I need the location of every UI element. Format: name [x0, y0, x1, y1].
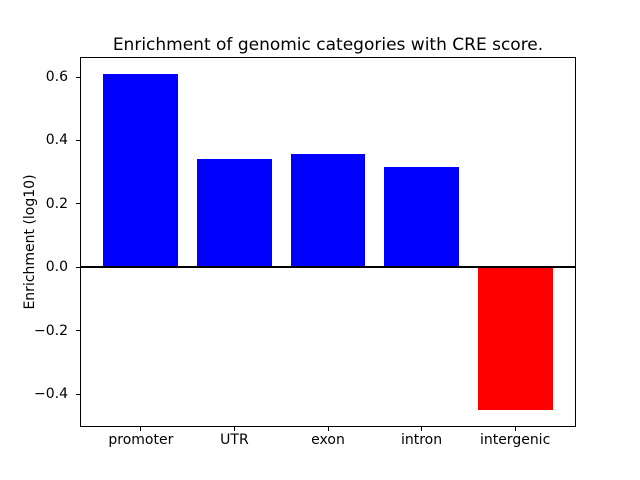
- bar-UTR: [197, 158, 272, 268]
- x-tick: [233, 427, 235, 431]
- x-tick-label-intergenic: intergenic: [479, 432, 551, 448]
- x-tick: [327, 427, 329, 431]
- x-tick-label-exon: exon: [311, 432, 345, 448]
- bar-intergenic: [477, 267, 553, 411]
- bar-intron: [384, 167, 459, 268]
- bar-exon: [290, 154, 366, 268]
- x-tick: [421, 427, 423, 431]
- chart-title: Enrichment of genomic categories with CR…: [112, 35, 544, 55]
- y-tick-label: 0.0: [45, 259, 68, 276]
- y-tick: [76, 76, 80, 78]
- y-tick: [76, 393, 80, 395]
- y-tick-label: −0.2: [34, 322, 68, 339]
- y-tick-label: 0.2: [45, 195, 68, 212]
- y-tick: [76, 139, 80, 141]
- y-tick: [76, 203, 80, 205]
- y-tick: [76, 330, 80, 332]
- y-tick-label: 0.4: [45, 132, 68, 149]
- y-axis-label: Enrichment (log10): [22, 174, 38, 310]
- y-tick-label: −0.4: [34, 386, 68, 403]
- x-tick-label-promoter: promoter: [108, 432, 174, 448]
- zero-line: [81, 266, 575, 269]
- y-tick-label: 0.6: [45, 69, 68, 86]
- bar-promoter: [103, 74, 179, 268]
- x-tick-label-intron: intron: [400, 432, 443, 448]
- x-tick: [514, 427, 516, 431]
- x-tick: [140, 427, 142, 431]
- y-tick: [76, 266, 80, 268]
- plot-area: [80, 57, 576, 427]
- x-tick-label-UTR: UTR: [220, 432, 249, 448]
